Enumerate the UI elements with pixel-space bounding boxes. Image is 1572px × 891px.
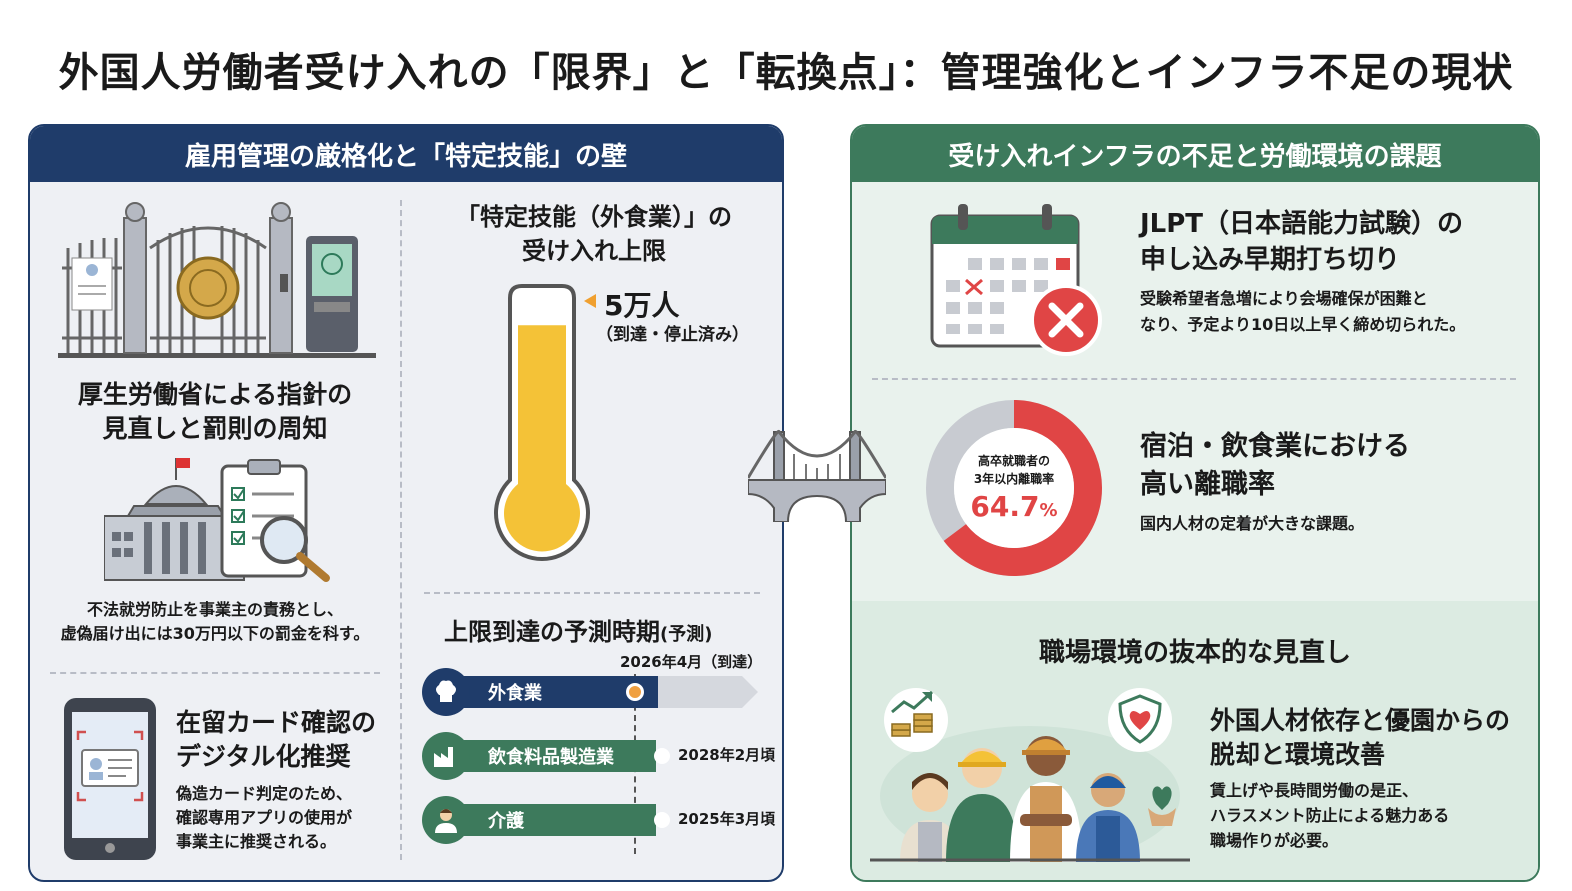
smartphone-id-icon (64, 698, 156, 860)
left-divider-2 (424, 592, 760, 594)
cap-pointer-icon (584, 294, 596, 308)
card-title-line2: デジタル化推奨 (176, 742, 351, 771)
thermometer-icon (494, 284, 590, 561)
growth-coins-icon (884, 688, 948, 752)
donut-label-line2: 3年以内離職率 (973, 472, 1055, 486)
guideline-desc: 不法就労防止を事業主の責務とし、 虚偽届け出には30万円以下の罰金を科す。 (40, 598, 390, 646)
forecast-date: 2025年3月頃 (678, 810, 776, 828)
forecast-marker (654, 748, 670, 764)
forecast-row-care: 介護 2025年3月頃 (422, 796, 776, 844)
turnover-donut (926, 400, 1102, 576)
turnover-title-line1: 宿泊・飲食業における (1140, 431, 1410, 462)
guideline-title: 厚生労働省による指針の 見直しと罰則の周知 (40, 378, 390, 446)
card-desc-line3: 事業主に推奨される。 (176, 832, 337, 851)
workplace-title-line2: 脱却と環境改善 (1210, 740, 1386, 769)
jlpt-title: JLPT（日本語能力試験）の 申し込み早期打ち切り (1140, 206, 1463, 278)
card-desc: 偽造カード判定のため、 確認専用アプリの使用が 事業主に推奨される。 (176, 782, 352, 854)
forecast-row-food-manufacturing: 飲食料品製造業 2028年2月頃 (422, 732, 776, 780)
card-desc-line2: 確認専用アプリの使用が (176, 808, 353, 827)
bridge-icon (748, 429, 886, 522)
jlpt-desc: 受験希望者急増により会場確保が困難と なり、予定より10日以上早く締め切られた。 (1140, 286, 1465, 338)
jlpt-desc-line2: なり、予定より10日以上早く締め切られた。 (1140, 315, 1466, 334)
forecast-title-note: (予測) (660, 624, 713, 645)
forecast-bar-fill: 介護 (452, 804, 656, 836)
thermometer-fill (504, 325, 580, 552)
right-divider (872, 378, 1516, 380)
heart-shield-icon (1108, 688, 1172, 752)
forecast-date: 2028年2月頃 (678, 746, 776, 764)
forecast-bar-fill: 外食業 (452, 676, 658, 708)
card-title: 在留カード確認の デジタル化推奨 (176, 706, 376, 774)
chef-hat-icon (422, 668, 470, 716)
forecast-marker (626, 683, 644, 701)
workplace-desc: 賃上げや長時間労働の是正、 ハラスメント防止による魅力ある 職場作りが必要。 (1210, 778, 1449, 853)
turnover-title: 宿泊・飲食業における 高い離職率 (1140, 428, 1410, 504)
gate-icon (58, 202, 376, 358)
forecast-marker (654, 812, 670, 828)
forecast-title: 上限到達の予測時期(予測) (444, 612, 712, 647)
guideline-desc-line1: 不法就労防止を事業主の責務とし、 (86, 600, 343, 619)
cap-status: （到達・停止済み） (596, 325, 749, 345)
card-desc-line1: 偽造カード判定のため、 (176, 784, 353, 803)
guideline-desc-line2: 虚偽届け出には30万円以下の罰金を科す。 (60, 624, 370, 643)
left-panel-header: 雇用管理の厳格化と「特定技能」の壁 (30, 126, 782, 182)
turnover-title-line2: 高い離職率 (1140, 469, 1275, 500)
donut-label-line1: 高卒就職者の (977, 454, 1050, 468)
forecast-label: 介護 (488, 811, 524, 832)
left-divider-1 (50, 672, 380, 674)
forecast-label: 外食業 (488, 683, 542, 704)
card-title-line1: 在留カード確認の (176, 708, 377, 737)
cap-title-line1: 「特定技能（外食業）」の (456, 203, 732, 231)
forecast-top-date: 2026年4月（到達） (620, 653, 763, 671)
workplace-desc-line2: ハラスメント防止による魅力ある (1210, 806, 1450, 825)
page-title: 外国人労働者受け入れの「限界」と「転換点」：管理強化とインフラ不足の現状 (58, 50, 1514, 96)
workplace-title: 外国人材依存と優園からの 脱却と環境改善 (1210, 704, 1510, 772)
workplace-title-line1: 外国人材依存と優園からの (1210, 706, 1511, 735)
jlpt-title-line2: 申し込み早期打ち切り (1140, 245, 1401, 275)
donut-label: 高卒就職者の 3年以内離職率 (948, 452, 1080, 488)
guideline-title-line2: 見直しと罰則の周知 (102, 414, 328, 443)
caregiver-icon (422, 796, 470, 844)
forecast-label: 飲食料品製造業 (488, 747, 614, 768)
left-column-divider (400, 200, 402, 860)
donut-value: 64.7% (948, 490, 1080, 523)
forecast-bar-fill: 飲食料品製造業 (452, 740, 656, 772)
workers-group-icon (870, 688, 1190, 862)
cap-title-line2: 受け入れ上限 (522, 237, 666, 265)
calendar-cancel-icon (930, 204, 1102, 356)
forecast-title-main: 上限到達の予測時期 (444, 618, 660, 646)
workplace-header: 職場環境の抜本的な見直し (1038, 638, 1351, 668)
workplace-desc-line1: 賃上げや長時間労働の是正、 (1210, 781, 1419, 800)
cap-title: 「特定技能（外食業）」の 受け入れ上限 (404, 200, 784, 268)
jlpt-title-line1: JLPT（日本語能力試験）の (1140, 209, 1464, 239)
turnover-desc: 国内人材の定着が大きな課題。 (1140, 514, 1365, 533)
cap-value: 5万人 (604, 289, 680, 322)
guideline-title-line1: 厚生労働省による指針の (77, 380, 353, 409)
factory-icon (422, 732, 470, 780)
right-panel-header: 受け入れインフラの不足と労働環境の課題 (852, 126, 1538, 182)
donut-value-arc (926, 400, 1102, 576)
forecast-row-food-service: 外食業 (422, 668, 758, 716)
government-building-icon (104, 458, 330, 582)
workplace-desc-line3: 職場作りが必要。 (1210, 831, 1339, 850)
jlpt-desc-line1: 受験希望者急増により会場確保が困難と (1140, 289, 1428, 308)
donut-value-number: 64.7 (970, 490, 1040, 523)
donut-value-unit: % (1039, 500, 1058, 521)
